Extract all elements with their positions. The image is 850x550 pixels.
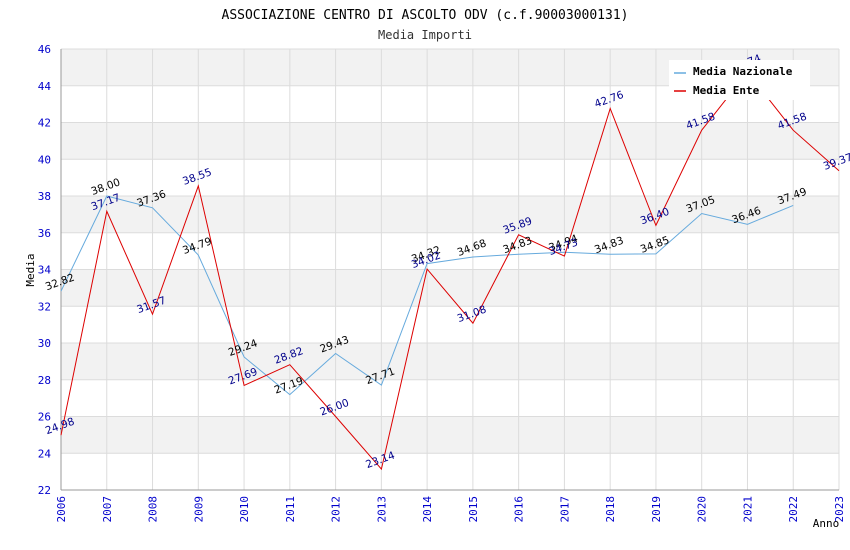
band-22 [61,453,839,490]
x-tick-label: 2023 [833,496,846,523]
x-tick-label: 2011 [284,496,297,523]
band-30 [61,306,839,343]
band-34 [61,232,839,270]
x-tick-label: 2014 [421,496,434,523]
y-tick-label: 42 [38,117,51,130]
y-tick-label: 32 [38,300,51,313]
y-tick-label: 40 [38,153,51,166]
series-line-media-ente [60,71,840,471]
y-tick-label: 22 [38,484,51,497]
y-tick-label: 24 [38,447,52,460]
x-tick-label: 2020 [696,496,709,523]
legend-box [669,60,810,100]
band-28 [61,343,839,380]
y-tick-label: 36 [38,227,51,240]
x-tick-label: 2010 [238,496,251,523]
y-tick-label: 34 [38,264,52,277]
x-tick-label: 2022 [787,496,800,523]
band-36 [61,196,839,233]
series-line-media-nazionale [60,195,794,396]
x-tick-label: 2009 [192,496,205,523]
band-26 [61,379,839,417]
chart-subtitle: Media Importi [378,28,472,42]
legend: Media Nazionale Media Ente [669,60,810,100]
x-tick-label: 2015 [467,496,480,523]
grid-lines [60,48,840,491]
x-tick-label: 2012 [330,496,343,523]
y-tick-label: 28 [38,374,51,387]
x-tick-label: 2013 [375,496,388,523]
x-tick-label: 2018 [604,496,617,523]
x-axis-label: Anno [813,517,840,530]
y-axis-label: Media [24,253,37,286]
x-tick-label: 2006 [55,496,68,523]
axes: 22 24 26 28 30 32 34 36 38 40 42 44 46 2006 2007 2008 20… [38,43,846,523]
x-tick-label: 2019 [650,496,663,523]
y-tick-label: 26 [38,411,51,424]
y-tick-label: 46 [38,43,51,56]
x-tick-label: 2017 [558,496,571,523]
band-32 [61,269,839,307]
band-40 [61,122,839,160]
x-tick-label: 2016 [513,496,526,523]
x-tick-label: 2007 [101,496,114,523]
y-tick-label: 30 [38,337,51,350]
chart-title: ASSOCIAZIONE CENTRO DI ASCOLTO ODV (c.f.… [222,8,629,23]
series-lines [60,71,840,471]
y-tick-label: 44 [38,80,52,93]
band-38 [61,159,839,196]
legend-label-media-nazionale: Media Nazionale [693,65,793,78]
x-tick-label: 2008 [147,496,160,523]
legend-label-media-ente: Media Ente [693,84,760,97]
background-bands [61,49,839,490]
y-tick-label: 38 [38,190,51,203]
x-tick-label: 2021 [741,496,754,523]
band-24 [61,416,839,454]
